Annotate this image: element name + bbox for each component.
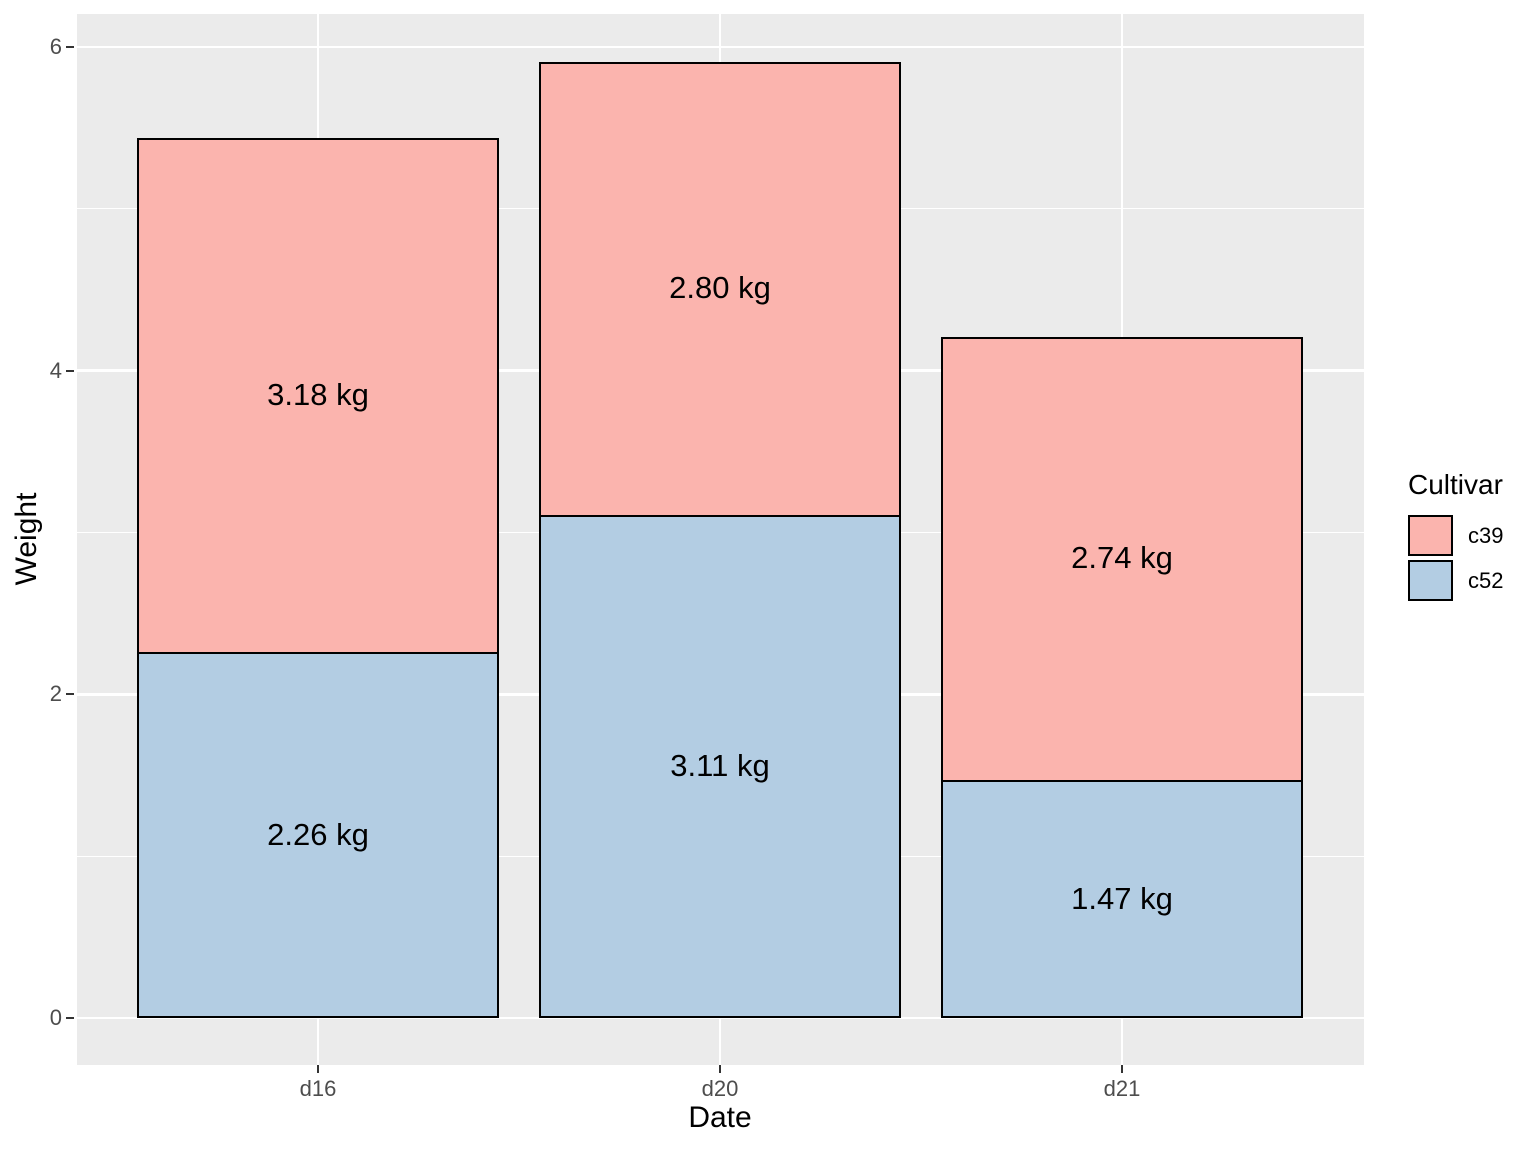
y-axis-tick-label: 4 [49, 357, 62, 383]
bar-label-c39-d21: 2.74 kg [1071, 540, 1173, 576]
y-axis-tick-label: 2 [49, 681, 62, 707]
bar-label-c39-d16: 3.18 kg [267, 376, 369, 412]
legend-label-c39: c39 [1468, 522, 1504, 548]
bar-label-c52-d20: 3.11 kg [670, 748, 770, 784]
x-axis-tick-label: d16 [299, 1076, 337, 1101]
bar-segment-c39-d16 [137, 137, 499, 655]
x-axis-tick-label: d20 [701, 1076, 739, 1101]
bar-segment-c52-d16 [137, 652, 499, 1018]
bar-segment-c39-d21 [941, 336, 1303, 783]
legend-swatch-c52 [1408, 560, 1453, 601]
x-axis-tick [1121, 1065, 1123, 1073]
y-axis-title: Weight [10, 492, 43, 586]
legend-title: Cultivar [1408, 469, 1503, 500]
y-axis-tick [66, 369, 74, 372]
legend-key-c52: c52 [1408, 560, 1503, 601]
x-axis-tick [317, 1065, 319, 1073]
bar-segment-c39-d20 [539, 61, 901, 517]
legend-key-c39: c39 [1408, 515, 1503, 556]
bar-label-c52-d21: 1.47 kg [1071, 881, 1173, 917]
bar-label-c52-d16: 2.26 kg [267, 817, 369, 853]
bar-segment-c52-d20 [539, 514, 901, 1018]
y-axis-tick-label: 6 [49, 34, 62, 60]
bar-label-c39-d20: 2.80 kg [669, 270, 771, 306]
plot-panel: 2.26 kg 3.18 kg 3.11 kg 2.80 kg 1.47 kg 2.74 … [77, 14, 1364, 1065]
x-axis-tick-label: d21 [1103, 1076, 1141, 1101]
y-axis-tick-label: 0 [49, 1005, 62, 1030]
y-axis-tick [66, 46, 74, 49]
x-axis-tick [719, 1065, 721, 1073]
legend-swatch-c39 [1408, 515, 1453, 556]
legend: Cultivar c39 c52 [1408, 469, 1503, 605]
legend-keys: c39 c52 [1408, 515, 1503, 601]
legend-label-c52: c52 [1468, 567, 1504, 593]
y-axis-tick [66, 693, 74, 696]
bar-segment-c52-d21 [941, 780, 1303, 1018]
y-axis-tick [66, 1017, 74, 1019]
x-axis-title: Date [688, 1101, 752, 1134]
